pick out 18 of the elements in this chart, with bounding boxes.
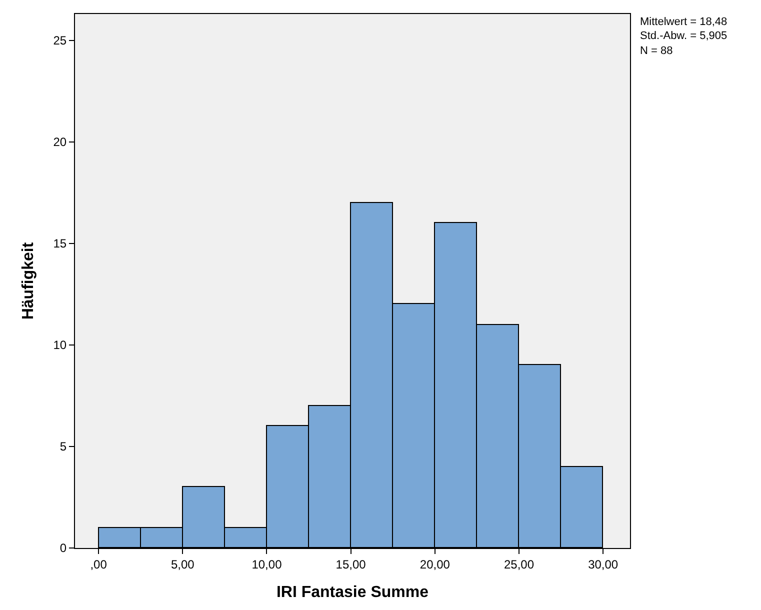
- y-axis-title: Häufigkeit: [20, 242, 38, 320]
- y-tick-label: 5: [60, 440, 67, 454]
- x-tick-label: ,00: [90, 557, 108, 572]
- text: N = 88: [640, 45, 673, 57]
- y-tick-label: 25: [53, 34, 67, 48]
- text: Std.-Abw. = 5,905: [640, 30, 728, 42]
- x-tick-label: 10,00: [252, 557, 282, 572]
- x-tick-label: 30,00: [588, 557, 618, 572]
- y-tick-label: 10: [53, 338, 67, 352]
- text: Mittelwert = 18,48: [640, 16, 728, 28]
- x-tick-label: 15,00: [336, 557, 366, 572]
- x-tick-label: 20,00: [420, 557, 450, 572]
- y-tick-label: 0: [60, 541, 67, 556]
- y-tick-label: 15: [53, 236, 67, 251]
- x-axis-title: IRI Fantasie Summe: [276, 584, 429, 602]
- x-tick-label: 25,00: [504, 557, 534, 572]
- x-tick-label: 5,00: [170, 557, 195, 572]
- y-tick-label: 20: [53, 135, 67, 150]
